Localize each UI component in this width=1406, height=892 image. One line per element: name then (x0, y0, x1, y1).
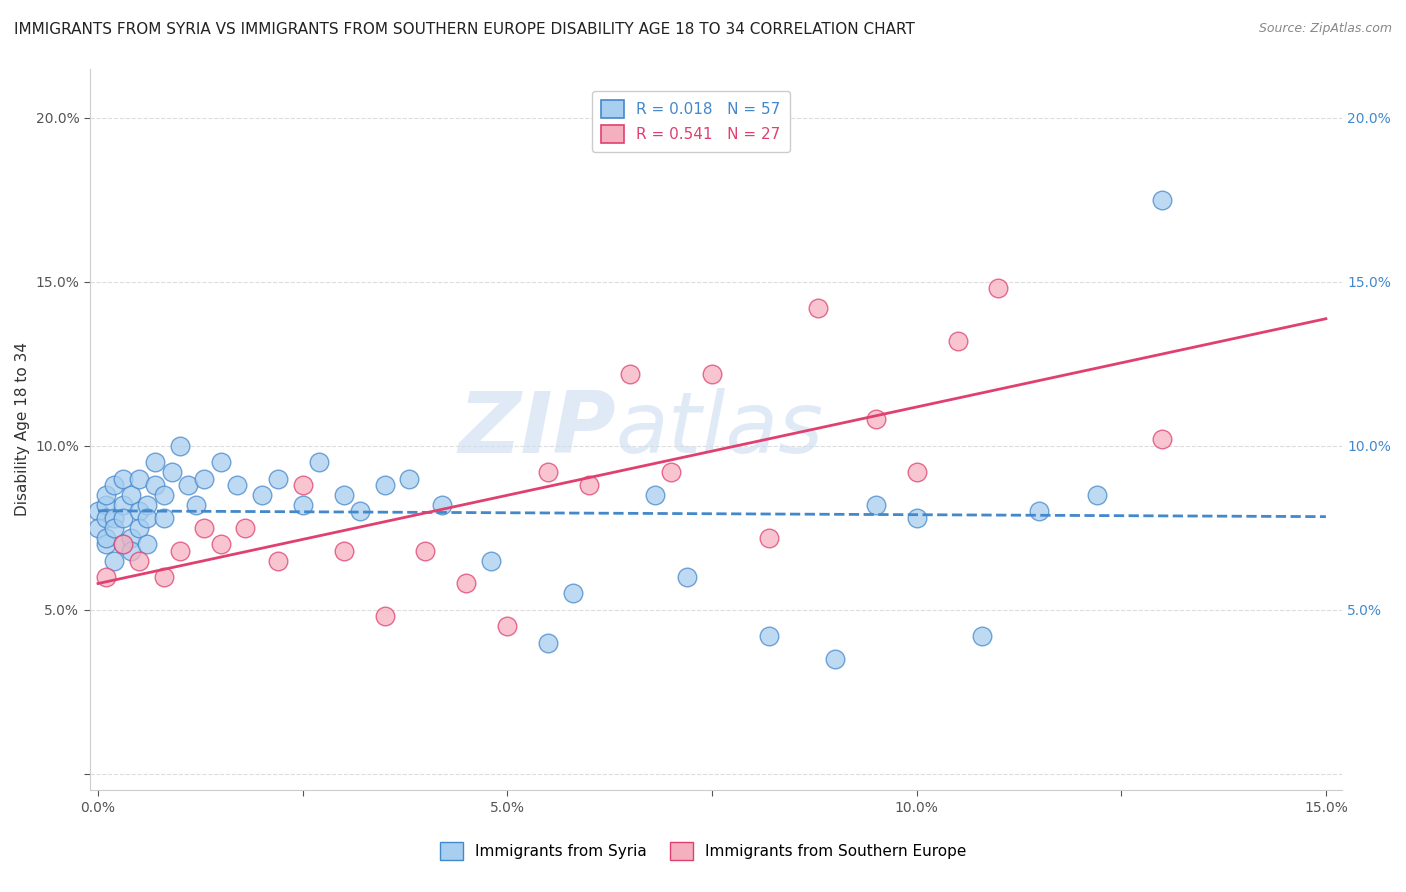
Point (143, 478, 166, 492)
Point (267, 553, 290, 567)
Point (267, 471, 290, 485)
Point (160, 465, 183, 479)
Text: IMMIGRANTS FROM SYRIA VS IMMIGRANTS FROM SOUTHERN EUROPE DISABILITY AGE 18 TO 34: IMMIGRANTS FROM SYRIA VS IMMIGRANTS FROM… (14, 22, 915, 37)
Point (111, 511, 134, 525)
Point (111, 537, 134, 551)
Point (865, 498, 887, 512)
Point (479, 553, 502, 567)
Point (659, 465, 682, 479)
Point (169, 543, 191, 558)
Point (120, 531, 142, 545)
Point (209, 537, 232, 551)
Point (103, 511, 125, 525)
Point (152, 488, 174, 502)
Point (209, 455, 232, 469)
Point (946, 334, 969, 348)
Point (96, 488, 118, 502)
Point (136, 537, 159, 551)
Point (758, 629, 780, 643)
Point (865, 412, 887, 426)
Point (186, 498, 208, 512)
Point (136, 511, 159, 525)
Point (193, 471, 215, 485)
Point (972, 629, 994, 643)
Point (332, 543, 354, 558)
Point (676, 570, 699, 584)
Point (193, 521, 215, 535)
Point (700, 367, 723, 381)
Point (235, 521, 257, 535)
Point (987, 281, 1010, 295)
Point (1152, 193, 1174, 207)
Point (177, 478, 200, 492)
Point (96, 498, 118, 512)
Legend: R = 0.018   N = 57, R = 0.541   N = 27: R = 0.018 N = 57, R = 0.541 N = 27 (592, 91, 790, 153)
Point (128, 553, 150, 567)
Point (226, 478, 249, 492)
Point (308, 455, 330, 469)
Point (111, 537, 134, 551)
Point (430, 498, 453, 512)
Point (1028, 504, 1050, 518)
Y-axis label: Disability Age 18 to 34: Disability Age 18 to 34 (15, 343, 30, 516)
Point (111, 498, 134, 512)
Point (537, 465, 560, 479)
Point (373, 478, 395, 492)
Point (496, 619, 519, 633)
Point (291, 498, 314, 512)
Point (1152, 432, 1174, 446)
Point (905, 465, 928, 479)
Point (578, 478, 600, 492)
Point (111, 471, 134, 485)
Point (136, 498, 159, 512)
Point (87, 504, 110, 518)
Point (103, 553, 125, 567)
Point (373, 609, 395, 624)
Point (169, 439, 191, 453)
Point (152, 570, 174, 584)
Point (103, 521, 125, 535)
Text: atlas: atlas (616, 388, 824, 471)
Point (87, 521, 110, 535)
Point (824, 652, 846, 666)
Point (456, 576, 478, 591)
Point (644, 488, 666, 502)
Point (143, 455, 166, 469)
Point (561, 586, 583, 600)
Point (250, 488, 273, 502)
Point (128, 504, 150, 518)
Text: ZIP: ZIP (458, 388, 616, 471)
Point (96, 570, 118, 584)
Point (1085, 488, 1108, 502)
Point (415, 543, 437, 558)
Point (291, 478, 314, 492)
Point (128, 471, 150, 485)
Point (332, 488, 354, 502)
Point (398, 471, 420, 485)
Point (905, 511, 928, 525)
Point (96, 537, 118, 551)
Point (96, 511, 118, 525)
Text: Source: ZipAtlas.com: Source: ZipAtlas.com (1258, 22, 1392, 36)
Point (537, 635, 560, 649)
Legend: Immigrants from Syria, Immigrants from Southern Europe: Immigrants from Syria, Immigrants from S… (433, 836, 973, 866)
Point (96, 531, 118, 545)
Point (349, 504, 371, 518)
Point (128, 521, 150, 535)
Point (758, 531, 780, 545)
Point (120, 543, 142, 558)
Point (807, 301, 830, 315)
Point (120, 488, 142, 502)
Point (152, 511, 174, 525)
Point (619, 367, 641, 381)
Point (103, 478, 125, 492)
